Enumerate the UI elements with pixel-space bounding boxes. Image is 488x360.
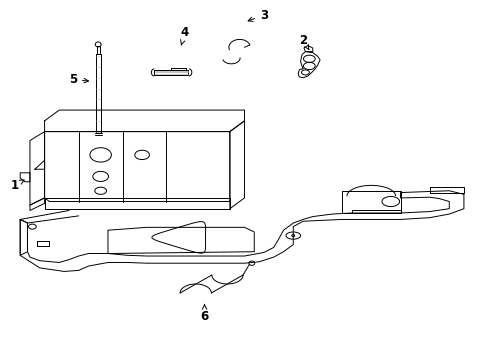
Text: 5: 5 xyxy=(69,73,88,86)
Text: 6: 6 xyxy=(200,305,208,324)
Text: 3: 3 xyxy=(247,9,267,22)
Text: 1: 1 xyxy=(10,179,24,192)
Text: 4: 4 xyxy=(180,27,189,45)
Text: 2: 2 xyxy=(298,33,308,50)
